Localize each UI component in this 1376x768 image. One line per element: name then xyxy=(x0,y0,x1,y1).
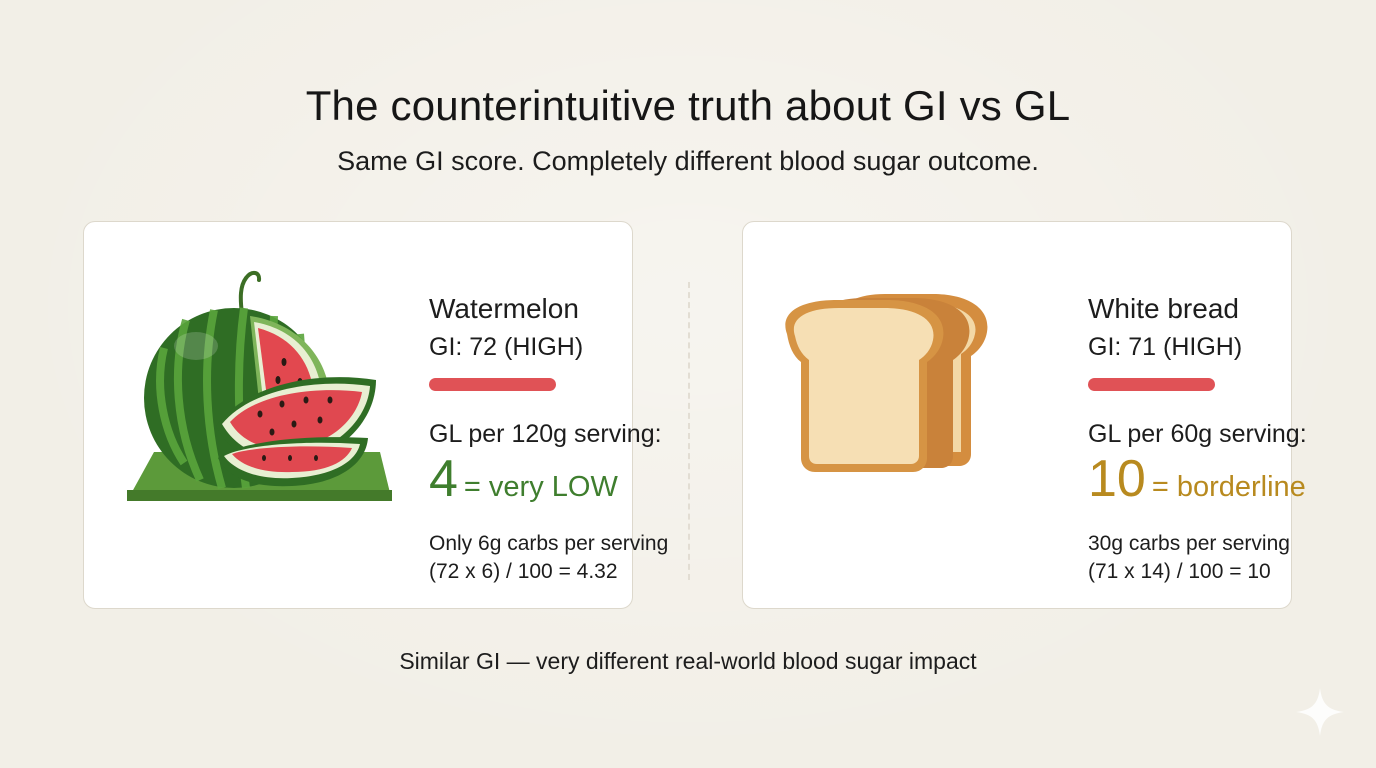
footer-caption: Similar GI — very different real-world b… xyxy=(399,648,977,674)
food-name: Watermelon xyxy=(429,293,579,324)
white-bread-card: White bread GI: 71 (HIGH) GL per 60g ser… xyxy=(742,221,1307,609)
gl-value: 4 xyxy=(429,450,458,508)
gl-formula: (72 x 6) / 100 = 4.32 xyxy=(429,560,618,583)
sparkle-icon xyxy=(1296,688,1344,736)
carb-note-line: Only 6g carbs per serving xyxy=(429,532,669,555)
gl-label: = very LOW xyxy=(463,471,618,503)
watermelon-icon xyxy=(127,271,392,501)
watermelon-info: Watermelon GI: 72 (HIGH) GL per 120g ser… xyxy=(429,292,669,586)
page-title: The counterintuitive truth about GI vs G… xyxy=(305,82,1071,129)
watermelon-card: Watermelon GI: 72 (HIGH) GL per 120g ser… xyxy=(83,221,669,609)
carb-note: 30g carbs per serving (71 x 14) / 100 = … xyxy=(1088,530,1290,586)
white-bread-info: White bread GI: 71 (HIGH) GL per 60g ser… xyxy=(1088,292,1307,586)
gl-label: = borderline xyxy=(1151,471,1306,503)
food-name: White bread xyxy=(1088,293,1239,324)
gl-result: 10 = borderline xyxy=(1088,450,1306,520)
gl-result: 4 = very LOW xyxy=(429,451,629,520)
gi-value: GI: 72 (HIGH) xyxy=(429,333,584,361)
center-divider xyxy=(688,282,690,580)
carb-note-line: 30g carbs per serving xyxy=(1088,532,1290,555)
gl-formula: (71 x 14) / 100 = 10 xyxy=(1088,560,1271,583)
gl-value: 10 xyxy=(1088,450,1146,508)
gi-high-bar xyxy=(429,378,556,391)
gi-value: GI: 71 (HIGH) xyxy=(1088,333,1243,361)
gi-high-bar xyxy=(1088,378,1215,391)
bread-icon xyxy=(785,294,988,472)
carb-note: Only 6g carbs per serving (72 x 6) / 100… xyxy=(429,530,669,586)
gl-heading: GL per 60g serving: xyxy=(1088,420,1307,448)
gl-heading: GL per 120g serving: xyxy=(429,420,662,448)
page-subtitle: Same GI score. Completely different bloo… xyxy=(337,146,1039,176)
